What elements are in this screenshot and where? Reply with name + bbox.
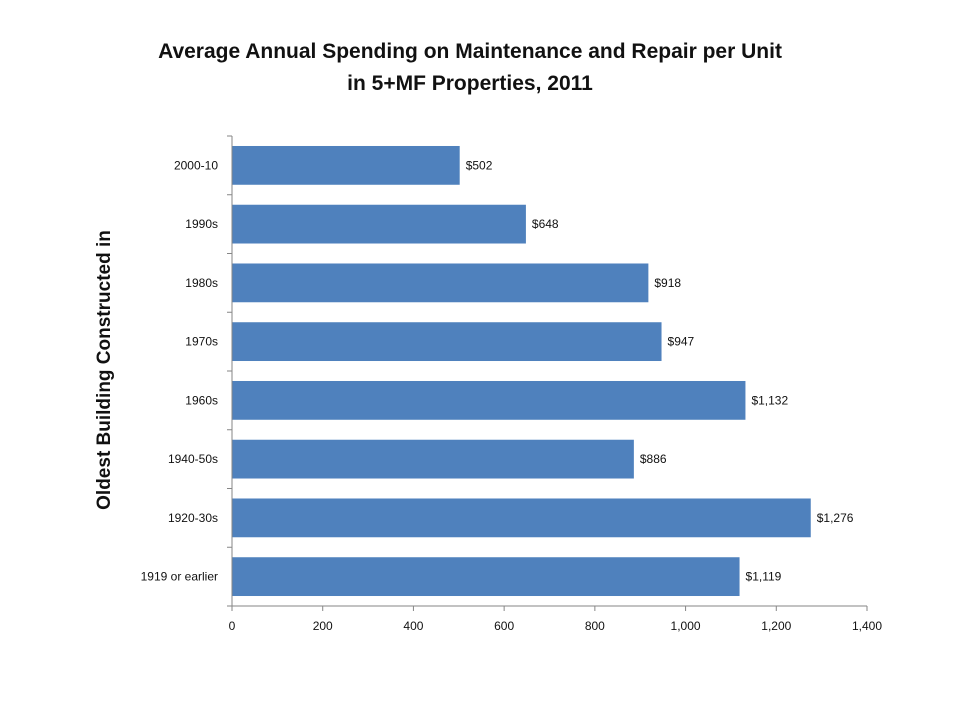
bar-3 — [232, 322, 662, 362]
category-label-3: 1970s — [185, 335, 218, 349]
axes-group: 2000-10 1990s 1980s 1970s 1960s 1940-50s 1920-… — [141, 135, 882, 633]
data-label-7: $1,119 — [746, 570, 782, 584]
data-label-2: $918 — [654, 276, 681, 290]
x-tick-label-7: 1,400 — [852, 619, 882, 633]
x-tick-label-0: 0 — [229, 619, 236, 633]
data-label-6: $1,276 — [817, 511, 854, 525]
x-tick-label-6: 1,200 — [761, 619, 791, 633]
x-tick-label-2: 400 — [403, 619, 423, 633]
bar-4 — [232, 380, 746, 420]
x-tick-label-5: 1,000 — [671, 619, 701, 633]
category-label-6: 1920-30s — [168, 511, 218, 525]
x-tick-label-1: 200 — [313, 619, 333, 633]
bar-2 — [232, 263, 649, 303]
x-tick-label-3: 600 — [494, 619, 514, 633]
chart-title: Average Annual Spending on Maintenance a… — [0, 36, 940, 100]
data-label-5: $886 — [640, 452, 667, 466]
bar-7 — [232, 557, 740, 597]
bar-0 — [232, 145, 460, 185]
chart-title-line-1: Average Annual Spending on Maintenance a… — [158, 40, 782, 63]
bars-group: $502 $648 $918 $947 $1,132 $886 $1,276 $1,119 — [232, 145, 854, 597]
category-label-7: 1919 or earlier — [141, 570, 218, 584]
y-axis-title: Oldest Building Constructed in — [94, 230, 115, 510]
category-label-1: 1990s — [185, 217, 218, 231]
category-label-2: 1980s — [185, 276, 218, 290]
chart-title-line-2: in 5+MF Properties, 2011 — [347, 72, 593, 95]
data-label-3: $947 — [668, 335, 695, 349]
data-label-0: $502 — [466, 158, 493, 172]
category-label-4: 1960s — [185, 393, 218, 407]
category-label-5: 1940-50s — [168, 452, 218, 466]
data-label-4: $1,132 — [751, 393, 788, 407]
bar-5 — [232, 439, 634, 479]
data-label-1: $648 — [532, 217, 559, 231]
category-label-0: 2000-10 — [174, 158, 218, 172]
x-tick-label-4: 800 — [585, 619, 605, 633]
bar-1 — [232, 204, 526, 244]
bar-6 — [232, 498, 811, 538]
